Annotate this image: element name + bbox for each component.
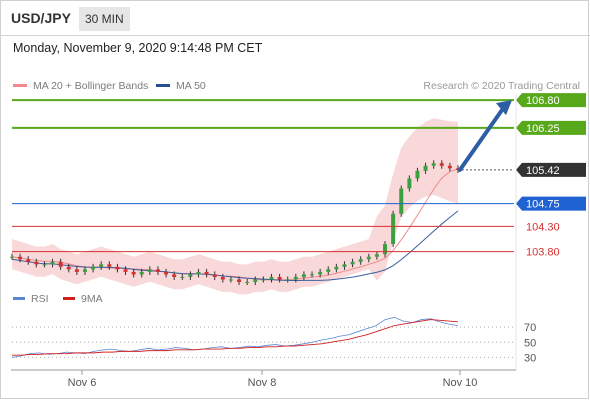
candle-body [318, 271, 323, 275]
x-tick-label: Nov 10 [443, 377, 478, 389]
rsi-tick-label: 50 [524, 337, 536, 349]
level-label: 105.42 [526, 165, 560, 177]
candle-body [423, 165, 428, 171]
candle-body [399, 188, 404, 214]
candle-body [415, 170, 420, 179]
candle-body [456, 168, 460, 170]
candle-body [82, 269, 87, 272]
legend-rsi-ma-label: 9MA [81, 293, 103, 305]
ma50-line [11, 210, 459, 281]
candle-body [237, 279, 242, 282]
level-tag [516, 93, 586, 108]
rsi-ma-line [12, 319, 459, 356]
candle-body [391, 213, 396, 245]
rsi-tick-label: 70 [524, 322, 536, 334]
candle-body [366, 256, 371, 260]
legend-ma50: MA 50 [156, 80, 206, 92]
candle-body [91, 266, 96, 270]
chart-header: USD/JPY 30 MIN [0, 0, 590, 36]
candle-body [220, 276, 225, 280]
level-label: 103.80 [526, 247, 560, 259]
candle-body [139, 271, 144, 275]
level-label: 104.75 [526, 199, 560, 211]
legend-ma20: MA 20 + Bollinger Bands [13, 80, 148, 92]
candle-body [147, 269, 152, 272]
candle-body [285, 279, 290, 281]
candle-body [407, 178, 412, 189]
candle-body [172, 274, 177, 277]
candle-body [50, 261, 55, 265]
candle-body [180, 276, 185, 278]
candle-body [212, 274, 217, 277]
candle-body [245, 282, 250, 283]
candle-body [228, 279, 233, 281]
legend-rsi-label: RSI [31, 293, 49, 305]
candle-body [253, 279, 258, 282]
candle-body [26, 259, 31, 262]
candle-body [431, 163, 436, 166]
candle-body [58, 261, 63, 267]
level-label: 106.25 [526, 123, 560, 135]
level-tag [516, 120, 586, 135]
candle-body [115, 266, 120, 270]
x-tick-label: Nov 6 [68, 377, 97, 389]
candle-body [439, 163, 444, 166]
candle-body [269, 276, 274, 280]
bollinger-band [12, 118, 458, 295]
candle-body [107, 264, 112, 267]
candle-body [350, 261, 355, 265]
candle-body [42, 264, 47, 266]
candle-body [326, 269, 331, 272]
legend-ma50-label: MA 50 [176, 80, 206, 92]
candle-body [10, 256, 14, 258]
currency-pair-title: USD/JPY [11, 10, 71, 26]
candle-body [74, 269, 79, 272]
level-tag [516, 162, 586, 177]
legend-ma20-label: MA 20 + Bollinger Bands [33, 80, 149, 92]
projection-arrow-head [496, 100, 512, 116]
candle-body [447, 165, 452, 169]
candle-body [155, 269, 160, 272]
candle-body [66, 266, 71, 270]
rsi-swatch-icon [13, 296, 25, 300]
rsi-line [11, 316, 459, 358]
level-tag [516, 196, 586, 211]
ma50-swatch-icon [156, 83, 170, 87]
legend-rsi-ma: 9MA [63, 293, 103, 305]
candle-body [301, 274, 306, 277]
candle-body [334, 266, 339, 270]
ma20-swatch-icon [13, 83, 27, 87]
candle-body [18, 256, 23, 260]
candle-body [99, 264, 104, 267]
candle-body [188, 274, 193, 277]
candle-body [383, 244, 388, 255]
level-label: 106.80 [526, 95, 560, 107]
candle-body [123, 269, 128, 272]
timeframe-badge[interactable]: 30 MIN [79, 7, 130, 31]
candle-body [261, 279, 266, 281]
rsi-ma-swatch-icon [63, 296, 75, 300]
candle-body [342, 264, 347, 267]
rsi-tick-label: 30 [524, 352, 536, 364]
projection-arrow-shaft [458, 105, 506, 172]
candle-body [131, 271, 136, 275]
candle-body [293, 276, 298, 280]
level-label: 104.30 [526, 221, 560, 233]
x-tick-label: Nov 8 [248, 377, 277, 389]
credit-text: Research © 2020 Trading Central [423, 80, 580, 92]
candle-body [358, 259, 363, 262]
candle-body [196, 271, 201, 275]
candle-body [34, 261, 39, 265]
candle-body [374, 254, 379, 257]
candle-body [164, 271, 169, 275]
candle-body [277, 276, 282, 280]
candle-body [204, 271, 209, 275]
chart-datetime: Monday, November 9, 2020 9:14:48 PM CET [13, 41, 263, 55]
candle-body [310, 274, 315, 276]
legend-rsi: RSI [13, 293, 49, 305]
